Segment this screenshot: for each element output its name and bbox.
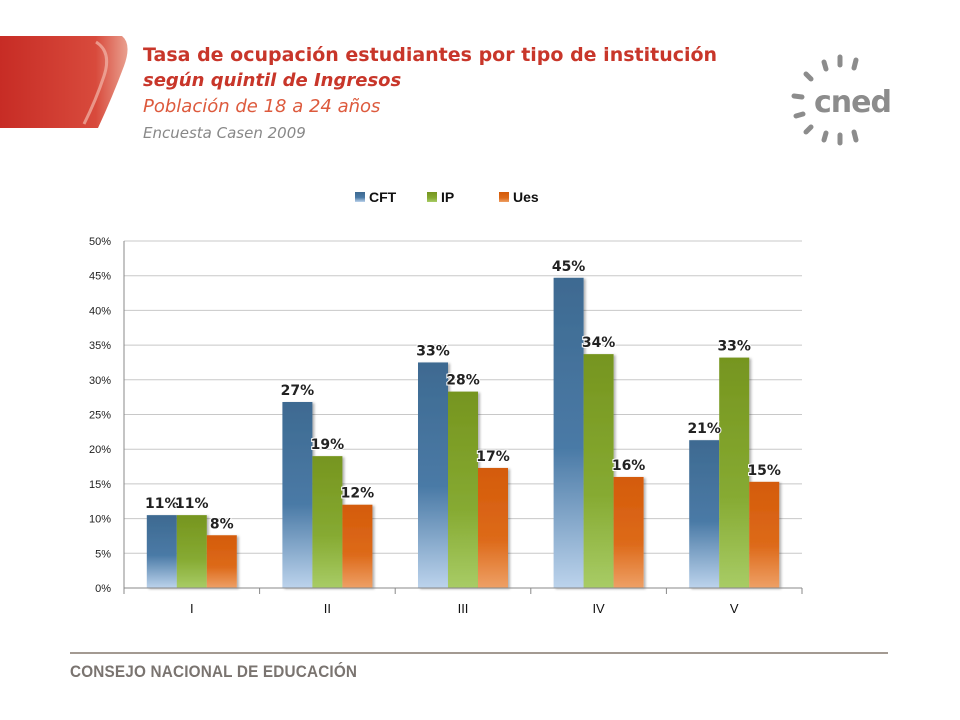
bar-ip-ii [312, 456, 343, 588]
data-label-ues: 17% [476, 449, 510, 465]
data-label-ip: 11% [175, 496, 209, 512]
data-label-ues: 15% [747, 463, 781, 479]
data-label-cft: 21% [687, 421, 721, 437]
x-tick-label: V [730, 601, 739, 616]
y-tick-label: 15% [89, 479, 111, 491]
page-subtitle: según quintil de Ingresos [143, 70, 402, 91]
footer-organization: CONSEJO NACIONAL DE EDUCACIÓN [70, 662, 358, 681]
footer-divider [70, 652, 888, 654]
data-label-cft: 27% [281, 383, 315, 399]
x-tick-label: II [324, 601, 331, 616]
data-label-ip: 28% [446, 373, 480, 389]
bar-chart: CFT IP Ues 0% 5% 10% 15% 20% 25% 30% 35% 40% 45% 50%… [89, 189, 803, 616]
bar-cft-iii [418, 362, 448, 588]
legend-label-cft: CFT [369, 189, 397, 205]
x-tick-label: I [190, 601, 194, 616]
y-tick-label: 35% [89, 340, 111, 352]
chart-legend: CFT IP Ues [355, 189, 539, 205]
y-tick-label: 5% [95, 548, 111, 560]
bar-ues-iv [613, 476, 644, 588]
data-label-ip: 33% [717, 339, 751, 355]
x-axis-ticks: I II III IV V [190, 601, 739, 616]
page-title: Tasa de ocupación estudiantes por tipo d… [143, 44, 718, 66]
y-tick-label: 40% [89, 305, 111, 317]
data-label-cft: 33% [416, 343, 450, 359]
bar-ip-iv [583, 354, 614, 588]
cned-logo: cned [791, 54, 892, 146]
axes [123, 241, 803, 594]
y-axis-ticks: 0% 5% 10% 15% 20% 25% 30% 35% 40% 45% 50% [89, 236, 111, 595]
y-tick-label: 45% [89, 271, 111, 283]
bar-cft-ii [282, 402, 313, 588]
bar-ues-v [749, 481, 780, 588]
bar-cft-iv [553, 277, 584, 588]
legend-swatch-cft [355, 192, 365, 202]
title-block: Tasa de ocupación estudiantes por tipo d… [143, 42, 717, 146]
data-label-cft: 45% [552, 259, 586, 275]
y-tick-label: 30% [89, 375, 111, 387]
x-tick-label: III [458, 601, 469, 616]
bar-cft-i [146, 515, 177, 588]
bars [146, 277, 780, 588]
bar-cft-v [689, 440, 720, 588]
bar-ues-i [206, 535, 237, 588]
y-tick-label: 20% [89, 444, 111, 456]
legend-swatch-ues [499, 192, 509, 202]
legend-label-ip: IP [441, 189, 454, 205]
data-label-ip: 19% [311, 437, 345, 453]
y-tick-label: 50% [89, 236, 111, 248]
data-label-ues: 16% [612, 458, 646, 474]
header-banner [0, 36, 128, 128]
data-label-ues: 12% [341, 486, 375, 502]
cned-logo-rays [791, 54, 859, 146]
bar-ues-iii [478, 467, 508, 588]
legend-label-ues: Ues [513, 189, 539, 205]
legend-swatch-ip [427, 192, 437, 202]
population-subtitle: Población de 18 a 24 años [143, 96, 381, 117]
bar-ues-ii [342, 504, 373, 588]
source-subtitle: Encuesta Casen 2009 [143, 124, 306, 142]
x-tick-label: IV [592, 601, 605, 616]
data-label-ip: 34% [582, 335, 616, 351]
data-labels: 11%11%8%27%19%12%33%28%17%45%34%16%21%33… [144, 258, 782, 533]
data-label-cft: 11% [145, 496, 179, 512]
cned-logo-text: cned [814, 85, 891, 120]
y-tick-label: 0% [95, 583, 111, 595]
y-tick-label: 25% [89, 410, 111, 422]
bar-ip-i [176, 515, 207, 588]
bar-ip-v [719, 357, 750, 588]
data-label-ues: 8% [210, 516, 234, 532]
y-tick-label: 10% [89, 514, 111, 526]
bar-ip-iii [448, 391, 478, 588]
